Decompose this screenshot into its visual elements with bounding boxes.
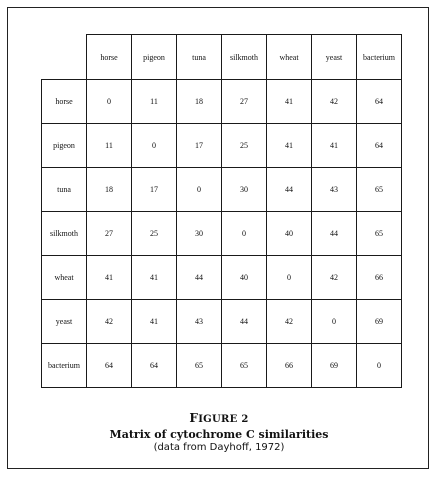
table-cell: 0: [131, 123, 177, 168]
table-cell: 0: [86, 79, 132, 124]
table-cell: 0: [311, 299, 357, 344]
table-cell: 11: [86, 123, 132, 168]
table-cell: 69: [356, 299, 402, 344]
table-row: bacterium 64 64 65 65 66 69 0: [41, 343, 402, 388]
table-cell: 0: [356, 343, 402, 388]
table-cell: 64: [356, 123, 402, 168]
column-header: silkmoth: [221, 34, 267, 80]
table-cell: 64: [356, 79, 402, 124]
row-header: tuna: [41, 167, 87, 212]
column-header: horse: [86, 34, 132, 80]
row-header: silkmoth: [41, 211, 87, 256]
table-cell: 41: [86, 255, 132, 300]
row-header: yeast: [41, 299, 87, 344]
table-cell: 30: [221, 167, 267, 212]
table-cell: 65: [176, 343, 222, 388]
table-cell: 17: [176, 123, 222, 168]
column-header: pigeon: [131, 34, 177, 80]
table-cell: 44: [221, 299, 267, 344]
table-cell: 40: [266, 211, 312, 256]
corner-cell: [41, 34, 87, 80]
table-row: pigeon 11 0 17 25 41 41 64: [41, 123, 402, 168]
figure-title: Matrix of cytochrome C similarities: [109, 428, 329, 441]
row-header: wheat: [41, 255, 87, 300]
column-header: bacterium: [356, 34, 402, 80]
table-row: silkmoth 27 25 30 0 40 44 65: [41, 211, 402, 256]
table-cell: 0: [176, 167, 222, 212]
table-cell: 42: [266, 299, 312, 344]
table-cell: 64: [131, 343, 177, 388]
table-cell: 42: [311, 79, 357, 124]
table-cell: 0: [221, 211, 267, 256]
table-cell: 27: [86, 211, 132, 256]
table-cell: 25: [221, 123, 267, 168]
figure-label-initial: F: [189, 411, 199, 425]
table-cell: 0: [266, 255, 312, 300]
table-cell: 18: [176, 79, 222, 124]
table-cell: 30: [176, 211, 222, 256]
table-cell: 64: [86, 343, 132, 388]
table-cell: 44: [176, 255, 222, 300]
similarity-matrix: horse pigeon tuna silkmoth wheat yeast b…: [41, 34, 402, 388]
table-cell: 25: [131, 211, 177, 256]
table-cell: 42: [86, 299, 132, 344]
table-cell: 40: [221, 255, 267, 300]
table-cell: 41: [266, 123, 312, 168]
table-cell: 66: [266, 343, 312, 388]
figure-label-rest: IGURE 2: [198, 414, 249, 425]
table-cell: 65: [356, 167, 402, 212]
table-cell: 43: [176, 299, 222, 344]
header-row: horse pigeon tuna silkmoth wheat yeast b…: [41, 34, 402, 80]
table-row: wheat 41 41 44 40 0 42 66: [41, 255, 402, 300]
table-cell: 17: [131, 167, 177, 212]
row-header: bacterium: [41, 343, 87, 388]
table-cell: 43: [311, 167, 357, 212]
table-cell: 41: [266, 79, 312, 124]
table-row: yeast 42 41 43 44 42 0 69: [41, 299, 402, 344]
row-header: pigeon: [41, 123, 87, 168]
table-cell: 44: [311, 211, 357, 256]
table-cell: 42: [311, 255, 357, 300]
column-header: wheat: [266, 34, 312, 80]
table-cell: 18: [86, 167, 132, 212]
row-header: horse: [41, 79, 87, 124]
column-header: yeast: [311, 34, 357, 80]
table-cell: 65: [221, 343, 267, 388]
column-header: tuna: [176, 34, 222, 80]
table-row: tuna 18 17 0 30 44 43 65: [41, 167, 402, 212]
figure-label: FIGURE 2: [0, 411, 438, 425]
table-cell: 27: [221, 79, 267, 124]
table-cell: 65: [356, 211, 402, 256]
table-row: horse 0 11 18 27 41 42 64: [41, 79, 402, 124]
figure-frame: [7, 7, 429, 469]
table-cell: 41: [131, 299, 177, 344]
figure-source: (data from Dayhoff, 1972): [153, 442, 285, 453]
table-cell: 44: [266, 167, 312, 212]
table-cell: 41: [131, 255, 177, 300]
table-cell: 66: [356, 255, 402, 300]
table-cell: 41: [311, 123, 357, 168]
table-cell: 69: [311, 343, 357, 388]
table-cell: 11: [131, 79, 177, 124]
